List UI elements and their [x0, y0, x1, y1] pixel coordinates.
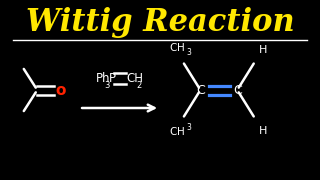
Text: P: P — [108, 72, 116, 85]
Text: o: o — [55, 82, 66, 98]
Text: 3: 3 — [105, 81, 110, 90]
Text: 3: 3 — [187, 48, 191, 57]
Text: C: C — [196, 84, 205, 96]
Text: H: H — [177, 127, 185, 137]
Text: C: C — [170, 127, 177, 137]
Text: 3: 3 — [187, 123, 191, 132]
Text: H: H — [259, 44, 267, 55]
Text: 2: 2 — [137, 81, 142, 90]
Text: H: H — [259, 125, 267, 136]
Text: H: H — [177, 43, 185, 53]
Text: Ph: Ph — [96, 72, 110, 85]
Text: CH: CH — [126, 72, 143, 85]
Text: C: C — [233, 84, 242, 96]
Text: C: C — [170, 43, 177, 53]
Text: Wittig Reaction: Wittig Reaction — [26, 7, 294, 38]
